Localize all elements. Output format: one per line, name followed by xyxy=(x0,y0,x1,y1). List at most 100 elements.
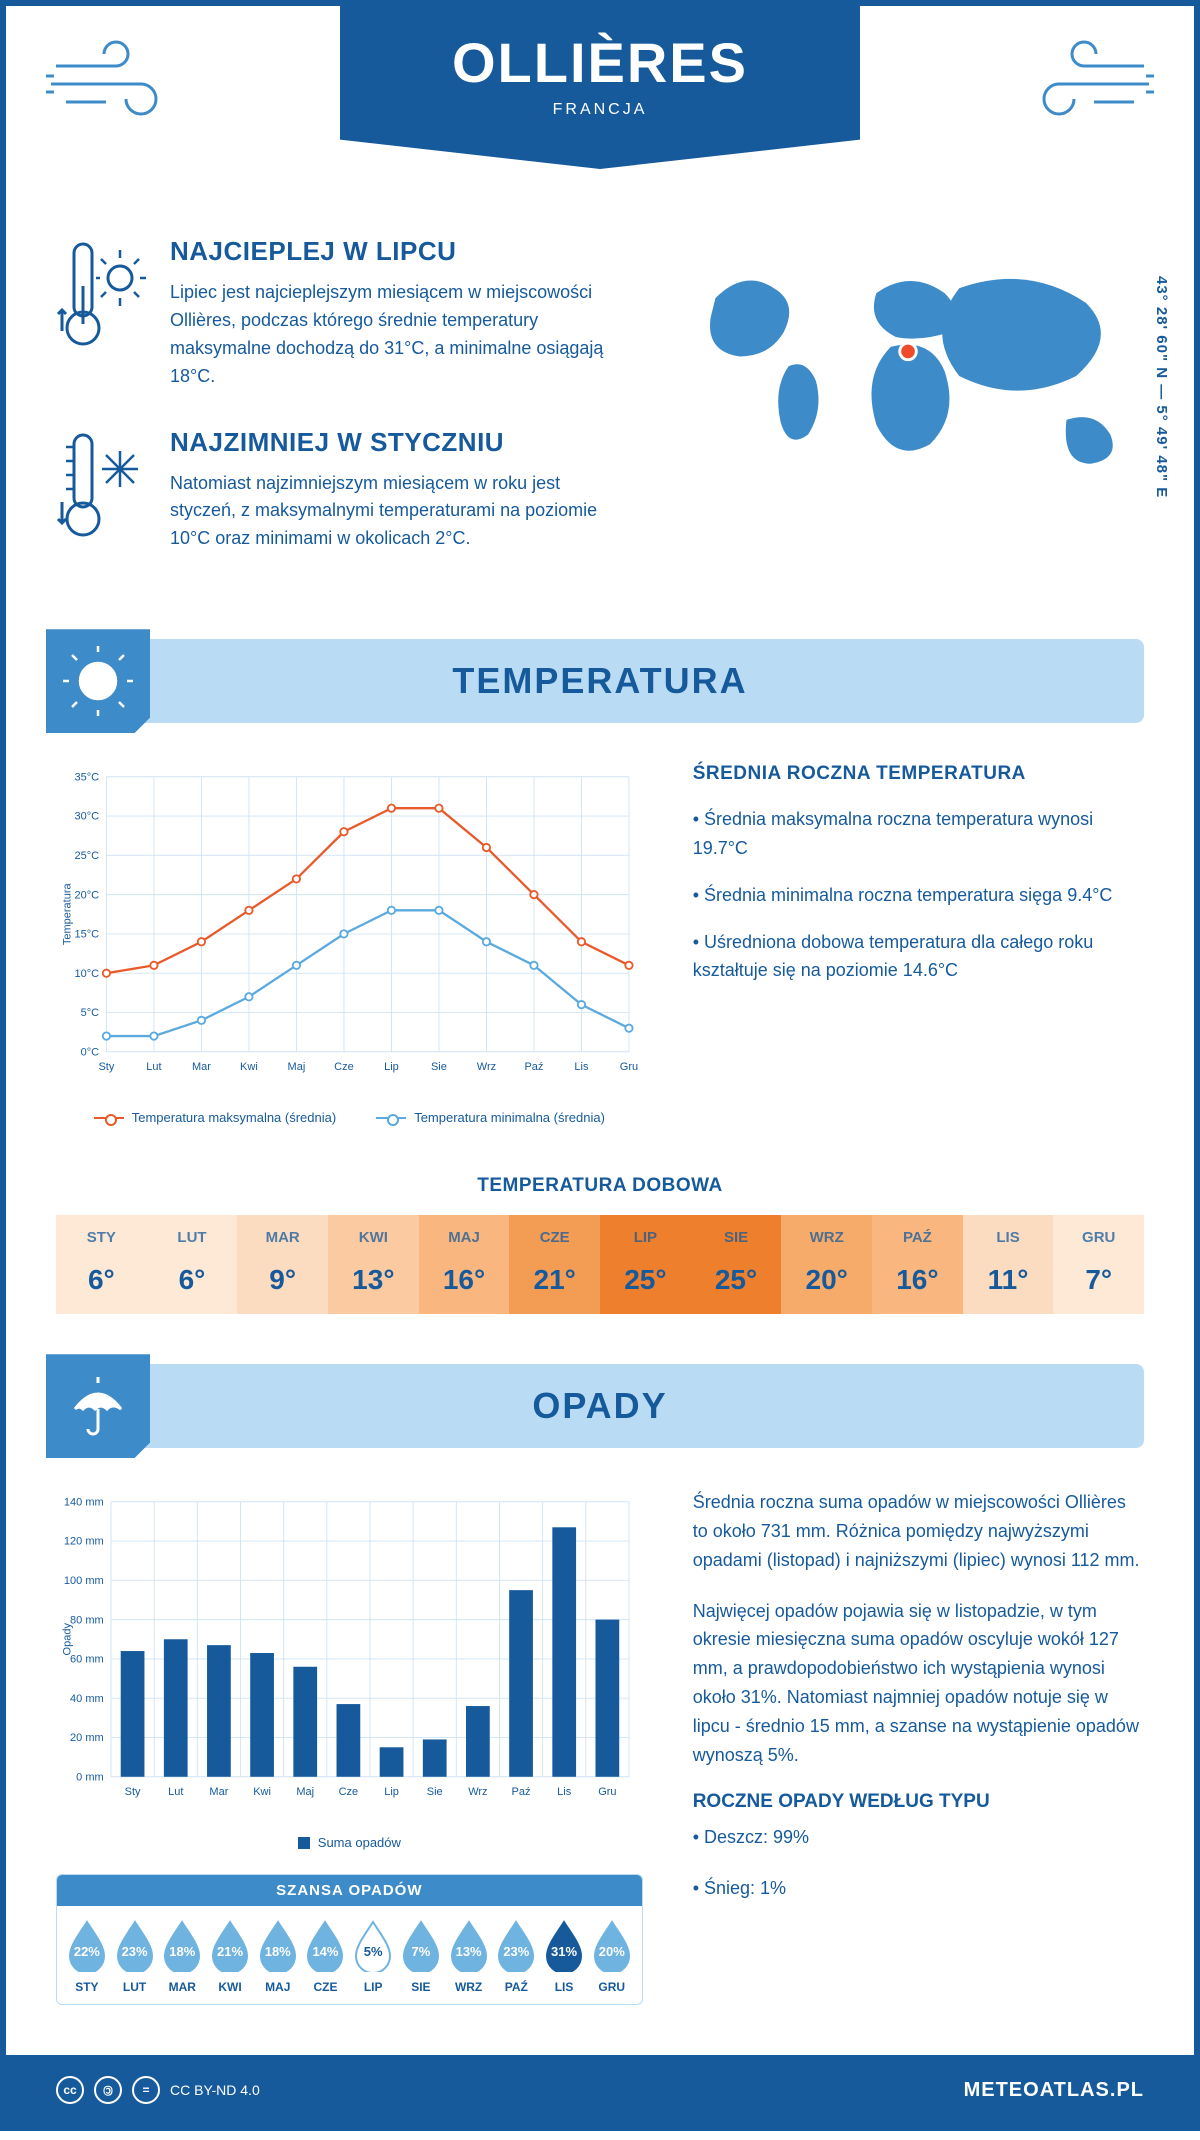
chance-month: LUT xyxy=(111,1980,159,1994)
daily-month: CZE xyxy=(509,1229,600,1246)
svg-text:Paź: Paź xyxy=(524,1061,543,1073)
daily-month: PAŹ xyxy=(872,1229,963,1246)
chance-value: 21% xyxy=(209,1930,251,1972)
chance-box: SZANSA OPADÓW 22% STY 23% LUT xyxy=(56,1874,643,2005)
svg-text:Lis: Lis xyxy=(557,1786,572,1798)
drop-icon: 13% xyxy=(448,1920,490,1972)
hot-fact-title: NAJCIEPLEJ W LIPCU xyxy=(170,236,617,267)
chance-cell: 18% MAR xyxy=(158,1920,206,1994)
daily-cell: LIP 25° xyxy=(600,1215,691,1314)
drop-icon: 14% xyxy=(304,1920,346,1972)
drop-icon: 23% xyxy=(114,1920,156,1972)
daily-month: STY xyxy=(56,1229,147,1246)
svg-text:0°C: 0°C xyxy=(81,1047,100,1059)
daily-cell: WRZ 20° xyxy=(781,1215,872,1314)
daily-cell: GRU 7° xyxy=(1053,1215,1144,1314)
daily-value: 6° xyxy=(56,1264,147,1296)
intro-section: NAJCIEPLEJ W LIPCU Lipiec jest najcieple… xyxy=(6,206,1194,629)
chance-month: LIS xyxy=(540,1980,588,1994)
daily-cell: KWI 13° xyxy=(328,1215,419,1314)
daily-cell: CZE 21° xyxy=(509,1215,600,1314)
precip-type-1: • Deszcz: 99% xyxy=(693,1823,1144,1852)
chance-month: GRU xyxy=(588,1980,636,1994)
chance-value: 22% xyxy=(66,1930,108,1972)
daily-month: MAJ xyxy=(419,1229,510,1246)
chance-month: SIE xyxy=(397,1980,445,1994)
svg-text:60 mm: 60 mm xyxy=(70,1654,104,1666)
svg-text:Maj: Maj xyxy=(296,1786,314,1798)
chance-month: MAJ xyxy=(254,1980,302,1994)
daily-value: 11° xyxy=(963,1264,1054,1296)
hot-fact-text: Lipiec jest najcieplejszym miesiącem w m… xyxy=(170,279,617,391)
precip-type-2: • Śnieg: 1% xyxy=(693,1874,1144,1903)
nd-icon: = xyxy=(132,2076,160,2104)
chance-value: 23% xyxy=(495,1930,537,1972)
daily-month: SIE xyxy=(691,1229,782,1246)
drop-icon: 23% xyxy=(495,1920,537,1972)
svg-text:Mar: Mar xyxy=(192,1061,211,1073)
chance-cell: 5% LIP xyxy=(349,1920,397,1994)
svg-text:Opady: Opady xyxy=(62,1623,74,1656)
chance-cell: 23% LUT xyxy=(111,1920,159,1994)
thermometer-cold-icon xyxy=(56,427,146,554)
chance-cell: 20% GRU xyxy=(588,1920,636,1994)
svg-text:Paź: Paź xyxy=(512,1786,531,1798)
daily-month: MAR xyxy=(237,1229,328,1246)
umbrella-icon xyxy=(46,1354,150,1458)
svg-text:Kwi: Kwi xyxy=(253,1786,271,1798)
chance-row: 22% STY 23% LUT 18% MAR xyxy=(57,1906,642,2004)
chance-cell: 23% PAŹ xyxy=(492,1920,540,1994)
daily-month: KWI xyxy=(328,1229,419,1246)
svg-text:Cze: Cze xyxy=(334,1061,354,1073)
chance-month: STY xyxy=(63,1980,111,1994)
daily-value: 6° xyxy=(147,1264,238,1296)
svg-text:Sty: Sty xyxy=(98,1061,114,1073)
svg-text:Sie: Sie xyxy=(427,1786,443,1798)
chance-month: WRZ xyxy=(445,1980,493,1994)
svg-text:140 mm: 140 mm xyxy=(64,1497,104,1509)
daily-value: 16° xyxy=(872,1264,963,1296)
svg-text:10°C: 10°C xyxy=(75,968,100,980)
chance-value: 18% xyxy=(161,1930,203,1972)
chance-cell: 21% KWI xyxy=(206,1920,254,1994)
daily-value: 13° xyxy=(328,1264,419,1296)
svg-text:Lip: Lip xyxy=(384,1061,399,1073)
country-name: FRANCJA xyxy=(340,101,860,119)
chance-cell: 31% LIS xyxy=(540,1920,588,1994)
chance-cell: 7% SIE xyxy=(397,1920,445,1994)
temp-stat-3: • Uśredniona dobowa temperatura dla całe… xyxy=(693,928,1144,986)
daily-cell: PAŹ 16° xyxy=(872,1215,963,1314)
daily-value: 9° xyxy=(237,1264,328,1296)
chance-title: SZANSA OPADÓW xyxy=(57,1875,642,1906)
daily-cell: LUT 6° xyxy=(147,1215,238,1314)
facts-column: NAJCIEPLEJ W LIPCU Lipiec jest najcieple… xyxy=(56,236,617,589)
world-map xyxy=(657,236,1144,516)
svg-text:Maj: Maj xyxy=(288,1061,306,1073)
daily-month: LUT xyxy=(147,1229,238,1246)
temp-legend: Temperatura maksymalna (średnia) Tempera… xyxy=(56,1110,643,1125)
temp-stat-2: • Średnia minimalna roczna temperatura s… xyxy=(693,881,1144,910)
svg-text:25°C: 25°C xyxy=(75,850,100,862)
chance-month: KWI xyxy=(206,1980,254,1994)
chance-cell: 14% CZE xyxy=(302,1920,350,1994)
cold-fact: NAJZIMNIEJ W STYCZNIU Natomiast najzimni… xyxy=(56,427,617,554)
cc-icon: cc xyxy=(56,2076,84,2104)
svg-text:100 mm: 100 mm xyxy=(64,1575,104,1587)
chance-value: 14% xyxy=(304,1930,346,1972)
temp-chart-wrapper: 0°C5°C10°C15°C20°C25°C30°C35°CStyLutMarK… xyxy=(56,763,643,1125)
header: OLLIÈRES FRANCJA xyxy=(6,6,1194,206)
precip-right: Średnia roczna suma opadów w miejscowośc… xyxy=(693,1488,1144,2005)
daily-temp-title: TEMPERATURA DOBOWA xyxy=(6,1175,1194,1197)
temp-body: 0°C5°C10°C15°C20°C25°C30°C35°CStyLutMarK… xyxy=(6,723,1194,1145)
legend-min: Temperatura minimalna (średnia) xyxy=(376,1110,605,1125)
daily-cell: MAR 9° xyxy=(237,1215,328,1314)
legend-sum: Suma opadów xyxy=(298,1835,401,1850)
daily-month: LIS xyxy=(963,1229,1054,1246)
precip-legend: Suma opadów xyxy=(56,1835,643,1850)
svg-text:80 mm: 80 mm xyxy=(70,1615,104,1627)
svg-text:Gru: Gru xyxy=(620,1061,638,1073)
drop-icon: 31% xyxy=(543,1920,585,1972)
svg-text:Lis: Lis xyxy=(574,1061,589,1073)
svg-text:40 mm: 40 mm xyxy=(70,1693,104,1705)
precip-type-title: ROCZNE OPADY WEDŁUG TYPU xyxy=(693,1791,1144,1813)
